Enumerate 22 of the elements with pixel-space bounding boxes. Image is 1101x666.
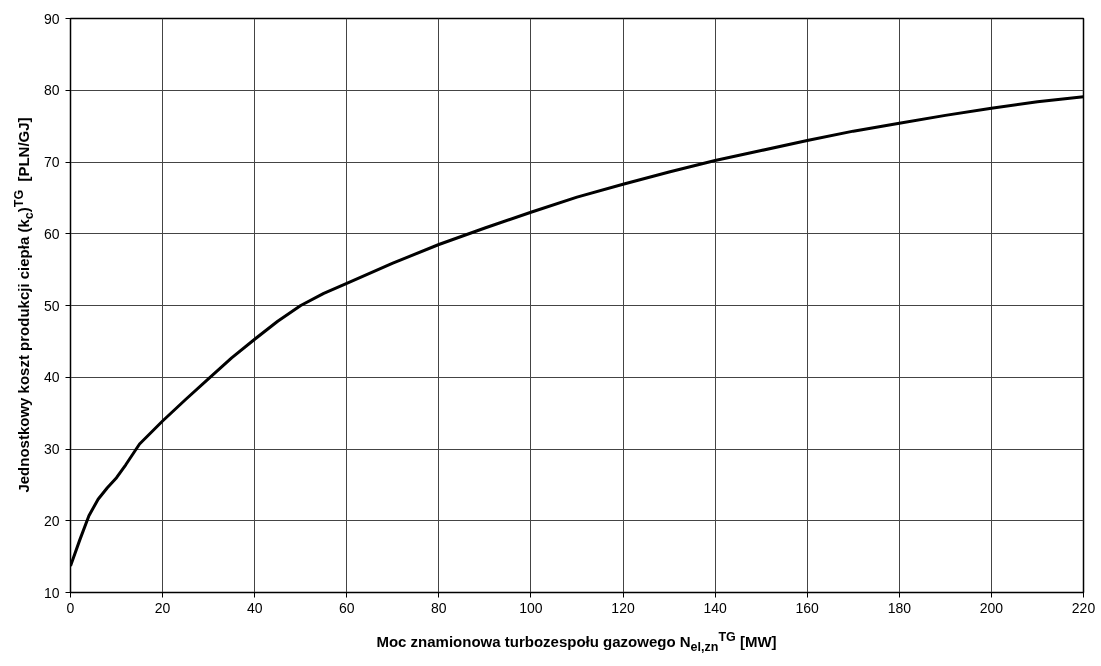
y-tick-label: 90: [43, 10, 60, 27]
y-tick-label: 40: [43, 369, 60, 386]
y-tick-label: 30: [43, 441, 60, 457]
x-tick-label: 40: [246, 599, 263, 616]
y-tick-label: 10: [43, 584, 60, 601]
y-tick-label: 80: [43, 82, 60, 99]
x-tick-label: 120: [611, 599, 635, 616]
x-tick-label: 140: [703, 599, 728, 616]
x-tick-label: 80: [431, 599, 447, 616]
x-tick-label: 100: [519, 599, 543, 616]
x-tick-label: 200: [979, 599, 1004, 616]
y-tick-label: 50: [43, 297, 60, 314]
x-tick-label: 160: [795, 599, 820, 616]
y-tick-label: 60: [43, 225, 60, 242]
x-tick-label: 60: [338, 599, 355, 616]
x-tick-label: 20: [154, 599, 171, 616]
x-tick-label: 220: [1071, 599, 1096, 616]
x-tick-label: 0: [66, 599, 75, 616]
x-tick-label: 180: [887, 599, 912, 616]
x-axis-title: Moc znamionowa turbozespołu gazowego N$_{el,zn}$$^{TG}$ [MW]: [376, 629, 777, 654]
y-tick-label: 20: [43, 512, 60, 529]
y-tick-label: 70: [43, 154, 60, 170]
